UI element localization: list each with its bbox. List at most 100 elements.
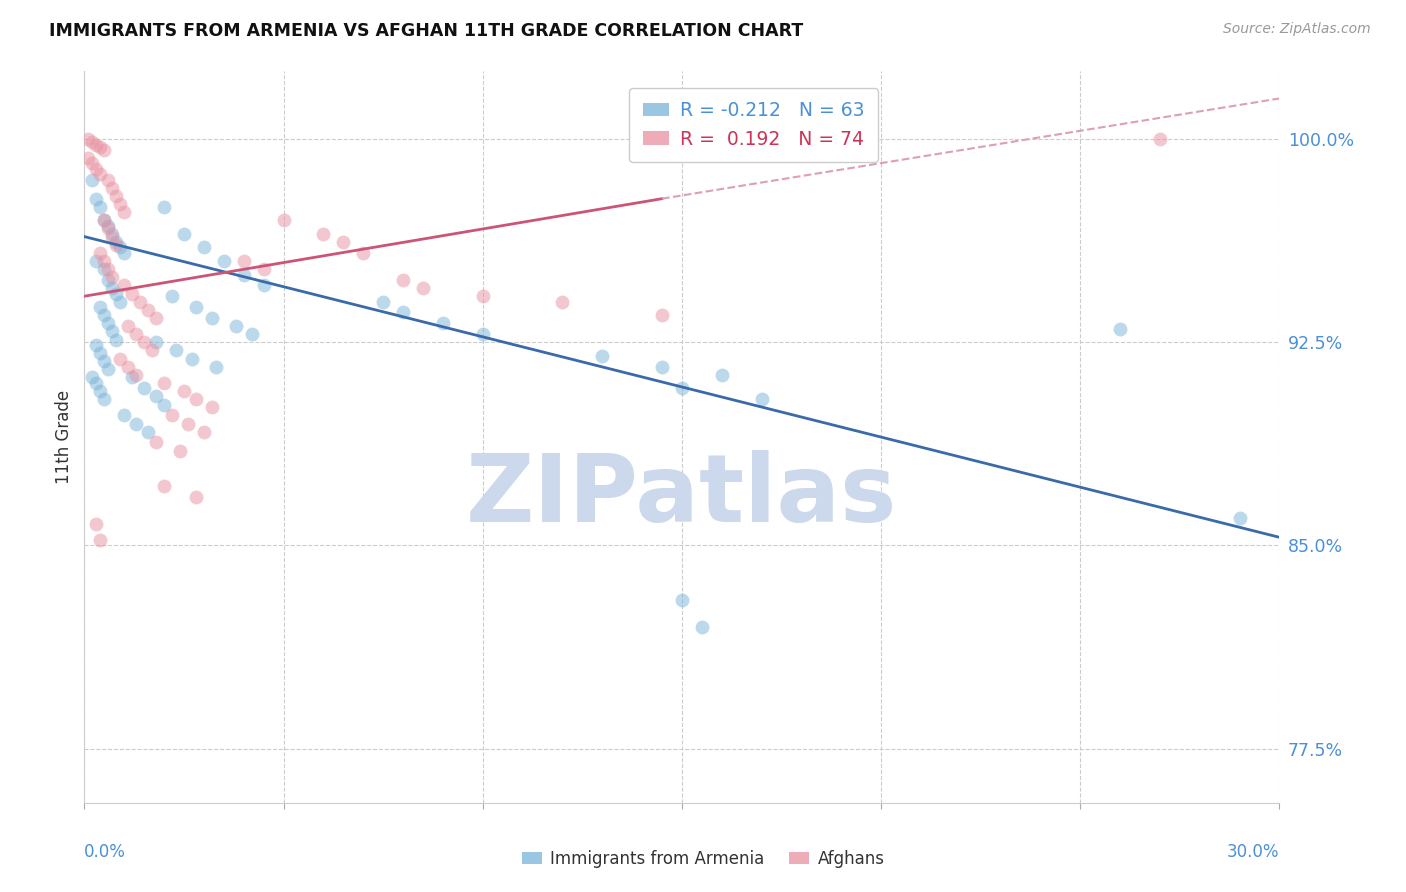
Point xyxy=(110,197,132,211)
Point xyxy=(97,362,120,376)
Point xyxy=(77,151,100,165)
Point xyxy=(97,316,120,330)
Point xyxy=(86,192,108,206)
Point xyxy=(86,137,108,152)
Point xyxy=(97,172,120,186)
Point xyxy=(153,479,176,493)
Point xyxy=(125,368,148,382)
Point xyxy=(105,189,128,203)
Point xyxy=(121,370,143,384)
Point xyxy=(89,533,111,547)
Point xyxy=(201,310,224,325)
Point xyxy=(145,335,167,350)
Point xyxy=(110,351,132,366)
Point xyxy=(101,227,124,241)
Point xyxy=(110,294,132,309)
Point xyxy=(82,135,104,149)
Point xyxy=(112,278,135,293)
Point xyxy=(105,235,128,249)
Point xyxy=(184,490,207,504)
Point xyxy=(591,349,613,363)
Point xyxy=(432,316,454,330)
Point xyxy=(212,254,235,268)
Point xyxy=(89,200,111,214)
Point xyxy=(471,327,494,342)
Point xyxy=(153,200,176,214)
Point xyxy=(253,278,276,293)
Point xyxy=(86,516,108,531)
Point xyxy=(121,286,143,301)
Point xyxy=(184,300,207,314)
Text: IMMIGRANTS FROM ARMENIA VS AFGHAN 11TH GRADE CORRELATION CHART: IMMIGRANTS FROM ARMENIA VS AFGHAN 11TH G… xyxy=(49,22,803,40)
Point xyxy=(312,227,335,241)
Point xyxy=(117,318,139,333)
Point xyxy=(93,354,115,368)
Point xyxy=(77,132,100,146)
Point xyxy=(1229,511,1251,525)
Point xyxy=(671,381,693,395)
Point xyxy=(93,213,115,227)
Point xyxy=(86,376,108,390)
Point xyxy=(105,333,128,347)
Point xyxy=(153,398,176,412)
Point xyxy=(97,273,120,287)
Point xyxy=(193,240,215,254)
Point xyxy=(690,620,713,634)
Point xyxy=(132,335,156,350)
Point xyxy=(145,310,167,325)
Point xyxy=(129,294,152,309)
Point xyxy=(101,229,124,244)
Legend: R = -0.212   N = 63, R =  0.192   N = 74: R = -0.212 N = 63, R = 0.192 N = 74 xyxy=(630,88,877,161)
Point xyxy=(136,425,159,439)
Point xyxy=(145,435,167,450)
Point xyxy=(136,302,159,317)
Point xyxy=(86,338,108,352)
Point xyxy=(201,401,224,415)
Point xyxy=(101,325,124,339)
Point xyxy=(89,384,111,398)
Legend: Immigrants from Armenia, Afghans: Immigrants from Armenia, Afghans xyxy=(515,844,891,875)
Point xyxy=(86,161,108,176)
Point xyxy=(82,156,104,170)
Point xyxy=(169,443,191,458)
Point xyxy=(125,417,148,431)
Point xyxy=(177,417,200,431)
Point xyxy=(112,245,135,260)
Point xyxy=(184,392,207,406)
Point xyxy=(117,359,139,374)
Point xyxy=(273,213,295,227)
Point xyxy=(112,409,135,423)
Point xyxy=(651,359,673,374)
Point xyxy=(93,143,115,157)
Point xyxy=(173,227,195,241)
Point xyxy=(97,262,120,277)
Point xyxy=(253,262,276,277)
Point xyxy=(93,254,115,268)
Text: 0.0%: 0.0% xyxy=(84,843,127,861)
Point xyxy=(141,343,163,358)
Point xyxy=(205,359,228,374)
Point xyxy=(97,221,120,235)
Point xyxy=(392,305,415,319)
Point xyxy=(82,370,104,384)
Point xyxy=(352,245,374,260)
Point xyxy=(93,308,115,322)
Point xyxy=(110,240,132,254)
Point xyxy=(651,308,673,322)
Point xyxy=(240,327,263,342)
Point xyxy=(145,389,167,403)
Point xyxy=(105,237,128,252)
Point xyxy=(232,254,254,268)
Point xyxy=(101,270,124,285)
Point xyxy=(671,592,693,607)
Point xyxy=(86,254,108,268)
Point xyxy=(112,205,135,219)
Point xyxy=(89,300,111,314)
Point xyxy=(551,294,574,309)
Point xyxy=(97,219,120,233)
Point xyxy=(751,392,773,406)
Point xyxy=(101,181,124,195)
Point xyxy=(225,318,247,333)
Point xyxy=(332,235,354,249)
Point xyxy=(160,409,183,423)
